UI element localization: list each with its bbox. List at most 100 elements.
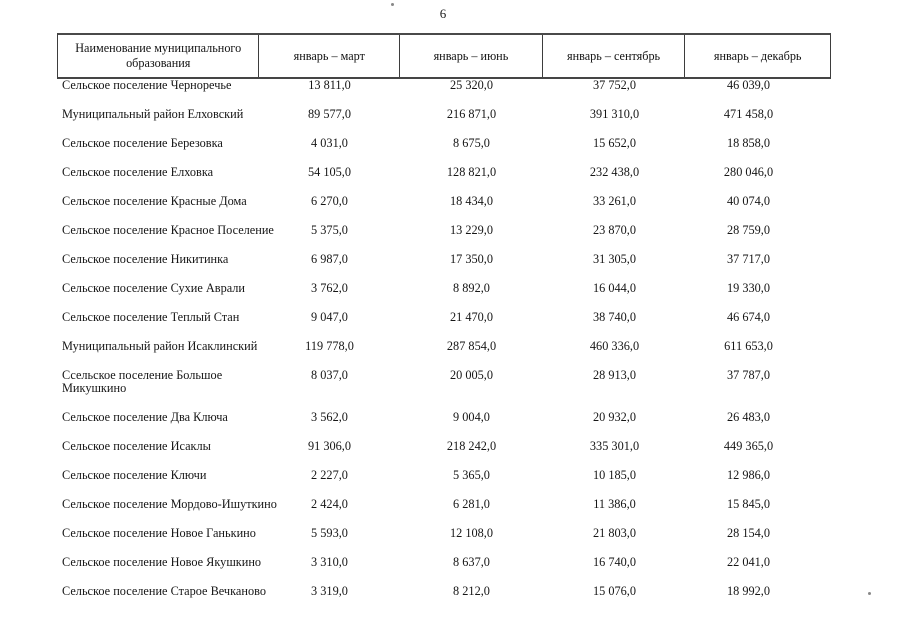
value-jan-dec: 471 458,0 xyxy=(723,107,774,121)
table-row: Сельское поселение Исаклы 91 306,0 218 2… xyxy=(57,440,831,469)
table-row: Сельское поселение Красные Дома 6 270,0 … xyxy=(57,195,831,224)
value-jan-jun: 13 229,0 xyxy=(449,223,494,237)
value-jan-jun: 18 434,0 xyxy=(449,194,494,208)
table-row: Сельское поселение Мордово-Ишуткино 2 42… xyxy=(57,498,831,527)
value-jan-mar: 119 778,0 xyxy=(305,339,354,353)
value-jan-mar: 3 762,0 xyxy=(311,281,348,295)
value-jan-dec: 28 759,0 xyxy=(726,223,771,237)
municipality-name: Сельское поселение Новое Якушкино xyxy=(62,555,262,569)
value-jan-jun: 218 242,0 xyxy=(446,439,497,453)
value-jan-jun: 8 212,0 xyxy=(453,584,490,598)
municipality-name: Сельское поселение Ключи xyxy=(62,468,207,482)
table-body: Сельское поселение Черноречье 13 811,0 2… xyxy=(57,79,831,614)
value-jan-dec: 46 674,0 xyxy=(726,310,771,324)
value-jan-mar: 2 227,0 xyxy=(311,468,348,482)
value-jan-mar: 9 047,0 xyxy=(311,310,348,324)
table-row: Сельское поселение Елховка 54 105,0 128 … xyxy=(57,166,831,195)
municipality-name: Ссельское поселение Большое Микушкино xyxy=(62,368,223,395)
value-jan-dec: 280 046,0 xyxy=(723,165,774,179)
value-jan-sep: 16 740,0 xyxy=(592,555,637,569)
scan-speckle xyxy=(391,3,394,6)
value-jan-jun: 8 675,0 xyxy=(453,136,490,150)
value-jan-jun: 287 854,0 xyxy=(446,339,497,353)
municipality-name: Сельское поселение Старое Вечканово xyxy=(62,584,266,598)
table-row: Сельское поселение Черноречье 13 811,0 2… xyxy=(57,79,831,108)
municipality-name: Сельское поселение Красное Поселение xyxy=(62,223,274,237)
value-jan-dec: 46 039,0 xyxy=(726,78,771,92)
column-header-jan-dec: январь – декабрь xyxy=(713,48,802,63)
value-jan-mar: 13 811,0 xyxy=(308,78,351,92)
budget-table: Наименование муниципального образования … xyxy=(57,33,831,614)
value-jan-dec: 40 074,0 xyxy=(726,194,771,208)
value-jan-mar: 2 424,0 xyxy=(311,497,348,511)
column-header-municipality-name: Наименование муниципального образования xyxy=(58,35,260,77)
value-jan-sep: 23 870,0 xyxy=(592,223,637,237)
table-row: Сельское поселение Два Ключа 3 562,0 9 0… xyxy=(57,411,831,440)
value-jan-mar: 3 319,0 xyxy=(311,584,348,598)
municipality-name: Сельское поселение Березовка xyxy=(62,136,223,150)
value-jan-dec: 28 154,0 xyxy=(726,526,771,540)
value-jan-jun: 128 821,0 xyxy=(446,165,497,179)
column-header-jan-jun: январь – июнь xyxy=(400,35,543,77)
municipality-name: Сельское поселение Исаклы xyxy=(62,439,211,453)
value-jan-sep: 232 438,0 xyxy=(589,165,640,179)
value-jan-dec: 19 330,0 xyxy=(726,281,771,295)
scan-speckle xyxy=(868,592,871,595)
column-header-jan-sep: январь – сентябрь xyxy=(543,35,686,77)
value-jan-dec: 22 041,0 xyxy=(726,555,771,569)
municipality-name: Сельское поселение Сухие Аврали xyxy=(62,281,246,295)
value-jan-sep: 20 932,0 xyxy=(592,410,637,424)
value-jan-dec: 26 483,0 xyxy=(726,410,771,424)
value-jan-mar: 8 037,0 xyxy=(311,368,348,382)
value-jan-dec: 449 365,0 xyxy=(723,439,774,453)
municipality-name: Сельское поселение Теплый Стан xyxy=(62,310,240,324)
value-jan-jun: 8 892,0 xyxy=(453,281,490,295)
value-jan-mar: 5 593,0 xyxy=(311,526,348,540)
value-jan-jun: 9 004,0 xyxy=(453,410,490,424)
table-row: Сельское поселение Новое Ганькино 5 593,… xyxy=(57,527,831,556)
value-jan-mar: 6 270,0 xyxy=(311,194,348,208)
table-row: Сельское поселение Сухие Аврали 3 762,0 … xyxy=(57,282,831,311)
value-jan-sep: 15 652,0 xyxy=(592,136,637,150)
value-jan-jun: 12 108,0 xyxy=(449,526,494,540)
municipality-name: Муниципальный район Елховский xyxy=(62,107,244,121)
value-jan-sep: 460 336,0 xyxy=(589,339,640,353)
value-jan-mar: 54 105,0 xyxy=(307,165,352,179)
value-jan-sep: 31 305,0 xyxy=(592,252,637,266)
value-jan-jun: 21 470,0 xyxy=(449,310,494,324)
value-jan-mar: 5 375,0 xyxy=(311,223,348,237)
table-row: Сельское поселение Ключи 2 227,0 5 365,0… xyxy=(57,469,831,498)
value-jan-dec: 15 845,0 xyxy=(726,497,771,511)
value-jan-mar: 6 987,0 xyxy=(311,252,348,266)
table-row: Муниципальный район Исаклинский 119 778,… xyxy=(57,340,831,369)
value-jan-sep: 391 310,0 xyxy=(589,107,640,121)
value-jan-mar: 89 577,0 xyxy=(307,107,352,121)
value-jan-jun: 216 871,0 xyxy=(446,107,497,121)
value-jan-dec: 611 653,0 xyxy=(724,339,773,353)
table-row: Муниципальный район Елховский 89 577,0 2… xyxy=(57,108,831,137)
municipality-name: Сельское поселение Новое Ганькино xyxy=(62,526,256,540)
value-jan-sep: 335 301,0 xyxy=(589,439,640,453)
table-row: Сельское поселение Старое Вечканово 3 31… xyxy=(57,585,831,614)
value-jan-jun: 8 637,0 xyxy=(453,555,490,569)
value-jan-mar: 91 306,0 xyxy=(307,439,352,453)
municipality-name: Сельское поселение Мордово-Ишуткино xyxy=(62,497,277,511)
table-row: Сельское поселение Новое Якушкино 3 310,… xyxy=(57,556,831,585)
value-jan-sep: 16 044,0 xyxy=(592,281,637,295)
column-header-jan-mar: январь – март xyxy=(259,35,401,77)
value-jan-mar: 4 031,0 xyxy=(311,136,348,150)
table-row: Сельское поселение Теплый Стан 9 047,0 2… xyxy=(57,311,831,340)
municipality-name: Сельское поселение Красные Дома xyxy=(62,194,247,208)
table-row: Ссельское поселение Большое Микушкино 8 … xyxy=(57,369,831,411)
municipality-name: Сельское поселение Черноречье xyxy=(62,78,232,92)
value-jan-jun: 6 281,0 xyxy=(453,497,490,511)
value-jan-sep: 28 913,0 xyxy=(592,368,637,382)
value-jan-sep: 10 185,0 xyxy=(592,468,637,482)
value-jan-jun: 5 365,0 xyxy=(453,468,490,482)
value-jan-jun: 17 350,0 xyxy=(449,252,494,266)
value-jan-sep: 37 752,0 xyxy=(592,78,637,92)
value-jan-dec: 18 992,0 xyxy=(726,584,771,598)
value-jan-dec: 18 858,0 xyxy=(726,136,771,150)
value-jan-sep: 11 386,0 xyxy=(593,497,636,511)
